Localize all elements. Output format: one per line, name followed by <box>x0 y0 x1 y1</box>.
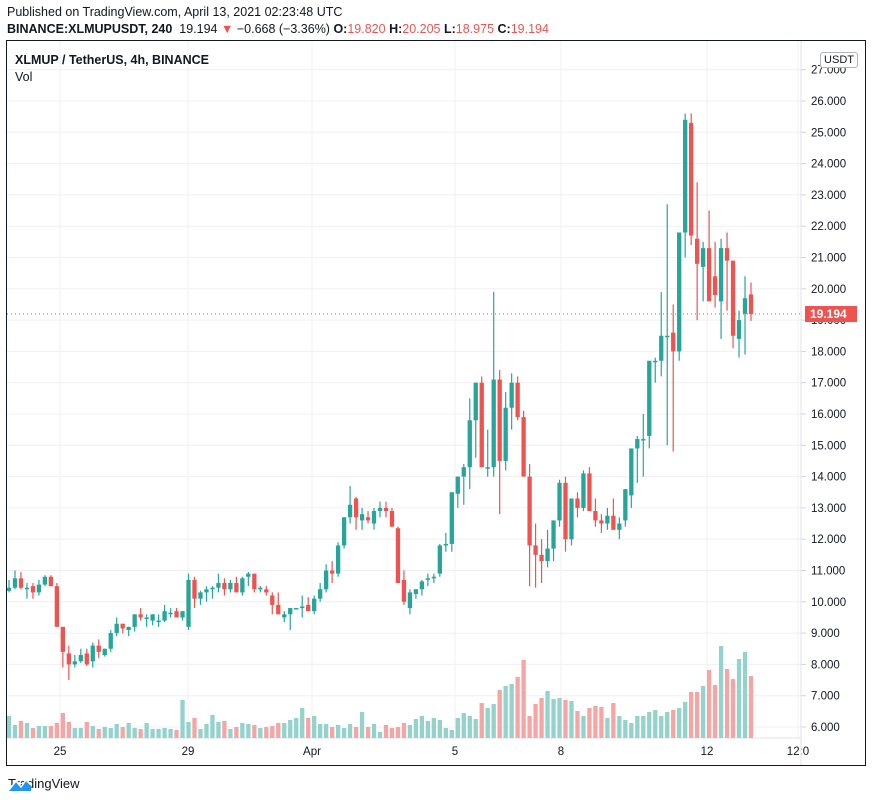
tradingview-footer: TradingView <box>8 776 80 791</box>
svg-text:8: 8 <box>558 746 564 758</box>
svg-text:9.000: 9.000 <box>811 628 840 640</box>
last-price: 19.194 <box>179 22 218 36</box>
svg-text:6.000: 6.000 <box>811 722 840 734</box>
svg-text:19.194: 19.194 <box>810 307 847 321</box>
svg-text:13.000: 13.000 <box>811 503 846 515</box>
candlestick-plot[interactable]: 27.00026.00025.00024.00023.00022.00021.0… <box>7 41 866 766</box>
open-label: O: <box>333 22 348 36</box>
svg-text:24.000: 24.000 <box>811 159 846 171</box>
svg-text:7.000: 7.000 <box>811 691 840 703</box>
chart-pane[interactable]: 27.000 26.000 25.000 24.000 23.000 22.000 21.0… <box>6 40 866 766</box>
svg-text:22.000: 22.000 <box>811 221 846 233</box>
tradingview-logo-icon <box>8 778 32 791</box>
high-value: 20.205 <box>402 22 441 36</box>
svg-text:10.000: 10.000 <box>811 597 846 609</box>
svg-text:20.000: 20.000 <box>811 284 846 296</box>
currency-badge[interactable]: USDT <box>820 52 858 68</box>
chart-legend: XLMUP / TetherUS, 4h, BINANCE Vol <box>15 53 209 84</box>
low-label: L: <box>443 22 456 36</box>
svg-text:15.000: 15.000 <box>811 440 846 452</box>
legend-volume: Vol <box>15 70 33 84</box>
svg-text:17.000: 17.000 <box>811 378 846 390</box>
svg-text:25: 25 <box>54 746 67 758</box>
svg-text:12:0: 12:0 <box>787 746 809 758</box>
published-caption: Published on TradingView.com, April 13, … <box>7 5 343 19</box>
svg-text:18.000: 18.000 <box>811 346 846 358</box>
symbol-info-bar: BINANCE:XLMUPUSDT, 240 19.194 ▼ −0.668 (… <box>7 22 549 36</box>
symbol-name: BINANCE:XLMUPUSDT, 240 <box>7 22 173 36</box>
svg-text:23.000: 23.000 <box>811 190 846 202</box>
svg-text:26.000: 26.000 <box>811 96 846 108</box>
svg-text:14.000: 14.000 <box>811 472 846 484</box>
svg-text:12.000: 12.000 <box>811 534 846 546</box>
svg-text:5: 5 <box>452 746 458 758</box>
high-label: H: <box>389 22 403 36</box>
svg-text:29: 29 <box>182 746 195 758</box>
legend-title: XLMUP / TetherUS, 4h, BINANCE <box>15 53 210 67</box>
close-label: C: <box>497 22 511 36</box>
price-change: −0.668 (−3.36%) <box>236 22 330 36</box>
svg-text:12: 12 <box>701 746 714 758</box>
close-value: 19.194 <box>510 22 549 36</box>
svg-text:11.000: 11.000 <box>811 566 845 578</box>
svg-text:8.000: 8.000 <box>811 659 840 671</box>
svg-text:16.000: 16.000 <box>811 409 846 421</box>
svg-text:25.000: 25.000 <box>811 127 846 139</box>
down-arrow-icon: ▼ <box>220 22 234 36</box>
svg-text:21.000: 21.000 <box>811 253 846 265</box>
open-value: 19.820 <box>347 22 386 36</box>
low-value: 18.975 <box>455 22 495 36</box>
svg-text:Apr: Apr <box>303 746 321 758</box>
